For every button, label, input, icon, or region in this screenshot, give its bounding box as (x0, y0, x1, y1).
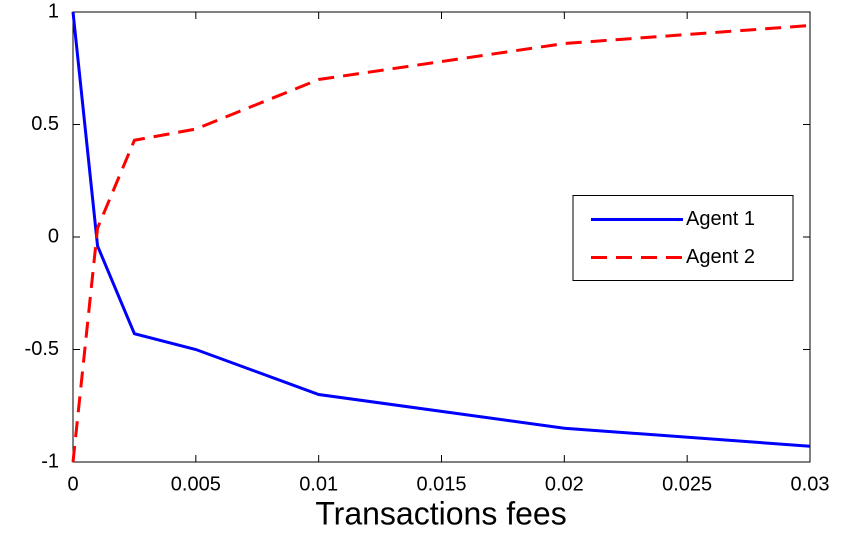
legend-label: Agent 2 (686, 246, 755, 268)
y-tick-label: 0 (48, 225, 59, 247)
legend-box (572, 195, 794, 281)
y-tick-label: -0.5 (25, 338, 59, 360)
x-tick-label: 0.005 (171, 473, 221, 495)
y-tick-label: 1 (48, 0, 59, 22)
y-tick-label: -1 (41, 450, 59, 472)
x-tick-label: 0.015 (416, 473, 466, 495)
x-tick-label: 0.03 (791, 473, 830, 495)
data-line (71, 11, 811, 448)
x-tick-label: 0.01 (299, 473, 338, 495)
y-tick-label: 0.5 (31, 113, 59, 135)
x-tick-label: 0 (67, 473, 78, 495)
x-tick-label: 0.025 (662, 473, 712, 495)
x-tick-label: 0.02 (545, 473, 584, 495)
legend-label: Agent 1 (686, 208, 755, 230)
data-line (71, 24, 811, 463)
x-axis-label: Transactions fees (315, 495, 566, 531)
